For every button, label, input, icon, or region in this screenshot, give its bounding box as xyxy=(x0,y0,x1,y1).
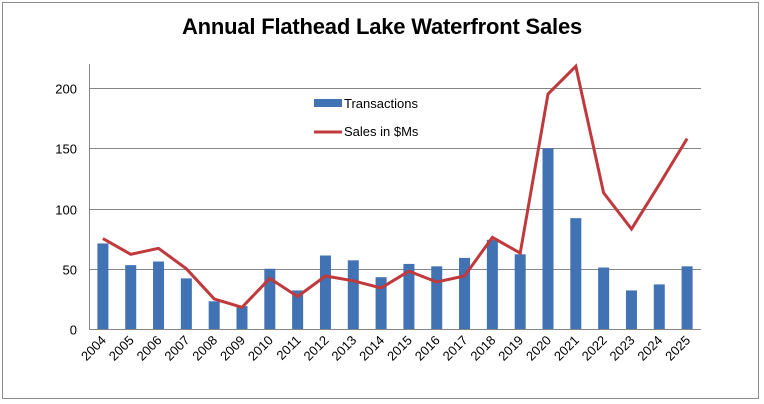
y-tick-label: 0 xyxy=(70,323,77,338)
x-tick-label: 2017 xyxy=(440,333,471,364)
bar-transactions-2017 xyxy=(459,257,471,329)
bar-transactions-2012 xyxy=(319,255,331,329)
x-tick-label: 2025 xyxy=(662,333,693,364)
x-tick-label: 2010 xyxy=(245,333,276,364)
chart-title: Annual Flathead Lake Waterfront Sales xyxy=(181,14,583,39)
bar-transactions-2011 xyxy=(292,290,304,329)
bar-transactions-2019 xyxy=(514,254,526,329)
bar-transactions-2020 xyxy=(542,148,554,329)
bar-transactions-2021 xyxy=(570,218,582,329)
x-tick-label: 2021 xyxy=(551,333,582,364)
bar-transactions-2006 xyxy=(153,261,165,329)
bar-transactions-2004 xyxy=(97,243,109,329)
x-tick-label: 2006 xyxy=(134,333,165,364)
chart-frame xyxy=(2,2,759,399)
x-tick-label: 2011 xyxy=(273,333,303,363)
bar-transactions-2024 xyxy=(653,284,665,329)
x-tick-label: 2012 xyxy=(301,333,332,364)
x-tick-label: 2023 xyxy=(607,333,638,364)
bar-transactions-2022 xyxy=(598,267,610,329)
y-tick-label: 100 xyxy=(55,203,77,218)
bar-transactions-2010 xyxy=(264,268,276,329)
bar-transactions-2008 xyxy=(208,301,220,329)
legend-label-transactions: Transactions xyxy=(344,96,418,111)
x-tick-label: 2018 xyxy=(467,333,498,364)
bar-transactions-2025 xyxy=(681,266,693,329)
bar-transactions-2009 xyxy=(236,306,248,329)
x-tick-label: 2008 xyxy=(189,333,220,364)
bar-transactions-2018 xyxy=(486,239,498,329)
y-tick-label: 200 xyxy=(55,82,77,97)
bar-transactions-2015 xyxy=(403,263,415,329)
bar-transactions-2014 xyxy=(375,277,387,329)
x-tick-label: 2004 xyxy=(78,333,109,364)
legend-label-sales: Sales in $Ms xyxy=(344,124,419,139)
legend: Transactions Sales in $Ms xyxy=(314,96,419,139)
x-tick-label: 2022 xyxy=(579,333,610,364)
line-sales-path xyxy=(102,63,689,310)
x-tick-label: 2009 xyxy=(217,333,248,364)
bar-transactions-2016 xyxy=(431,266,443,329)
bar-transactions-2005 xyxy=(125,265,137,329)
bar-transactions-2013 xyxy=(347,260,359,329)
x-tick-label: 2014 xyxy=(356,333,387,364)
line-sales xyxy=(102,63,689,310)
x-tick-label: 2007 xyxy=(161,333,192,364)
x-tick-label: 2005 xyxy=(106,333,137,364)
x-tick-label: 2019 xyxy=(495,333,526,364)
bar-transactions-2023 xyxy=(625,290,637,329)
legend-swatch-transactions xyxy=(314,99,342,107)
x-tick-label: 2013 xyxy=(328,333,359,364)
bar-transactions-2007 xyxy=(180,278,192,329)
bars-transactions xyxy=(97,148,693,329)
x-tick-label: 2016 xyxy=(412,333,443,364)
x-tick-label: 2015 xyxy=(384,333,415,364)
x-tick-label: 2024 xyxy=(634,333,665,364)
gridlines xyxy=(89,88,701,270)
x-tick-label: 2020 xyxy=(523,333,554,364)
y-tick-label: 150 xyxy=(55,142,77,157)
y-tick-label: 50 xyxy=(63,263,77,278)
